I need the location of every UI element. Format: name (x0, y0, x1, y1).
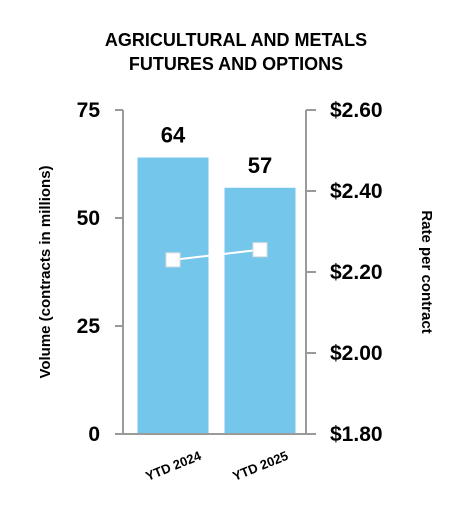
right-tick-label-3: $2.40 (330, 180, 383, 203)
plot-area: 64 57 0 25 50 75 $1.80 $2.00 $2.20 $2.40 $2.60 Volu… (37, 99, 435, 484)
right-tick-label-2: $2.20 (330, 261, 383, 284)
x-tick-label-1: YTD 2024 (143, 448, 204, 484)
chart-title-line-2: FUTURES AND OPTIONS (129, 54, 343, 74)
right-axis-title: Rate per contract (418, 210, 435, 333)
rate-marker-2 (252, 242, 268, 258)
left-tick-label-0: 0 (88, 423, 100, 446)
right-tick-label-0: $1.80 (330, 423, 383, 446)
bar-value-label-1: 64 (161, 123, 186, 148)
left-tick-label-1: 25 (77, 315, 101, 338)
rate-line (172, 248, 261, 261)
bar-2 (224, 187, 296, 434)
right-tick-label-4: $2.60 (330, 99, 383, 122)
chart-title-line-1: AGRICULTURAL AND METALS (105, 30, 367, 50)
left-tick-label-3: 75 (77, 99, 101, 122)
left-tick-label-2: 50 (77, 207, 100, 230)
x-tick-label-2: YTD 2025 (230, 448, 290, 484)
bar-value-label-2: 57 (248, 153, 272, 178)
left-axis-title: Volume (contracts in millions) (37, 165, 54, 378)
right-tick-label-1: $2.00 (330, 342, 383, 365)
bar-1 (137, 157, 209, 434)
rate-marker-1 (165, 252, 181, 268)
